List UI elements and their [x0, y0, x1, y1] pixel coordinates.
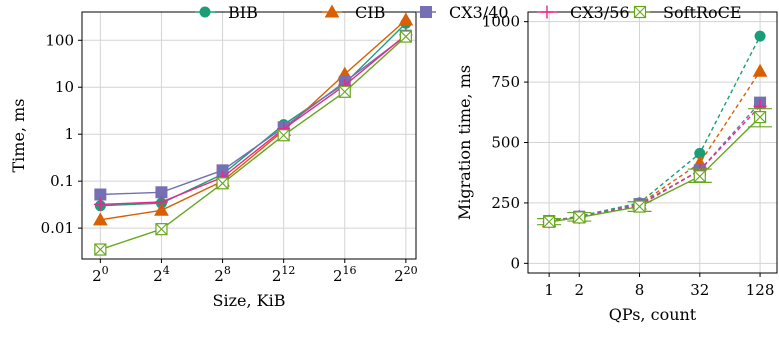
x-axis-title: QPs, count	[609, 305, 697, 324]
x-tick-label: 128	[746, 281, 775, 299]
legend-label: BIB	[228, 3, 258, 22]
series-line	[100, 22, 407, 207]
plot-frame	[81, 11, 417, 260]
y-tick-label: 0	[510, 254, 520, 272]
legend-marker	[324, 4, 340, 18]
series-line	[100, 19, 407, 221]
data-point	[154, 202, 169, 216]
data-point	[93, 197, 107, 211]
series-cx3-40	[94, 29, 412, 201]
left-chart-panel: 0.01 0.1 1 10 100 20 24 28 212 216 220 Size, KiB Tim…	[9, 11, 418, 310]
legend-marker	[540, 5, 554, 19]
x-tick-label: 24	[153, 264, 170, 285]
data-point	[398, 12, 414, 26]
series-line	[100, 36, 407, 251]
series-line	[549, 105, 761, 223]
series-softroce	[94, 30, 412, 256]
y-tick-label: 0.1	[50, 172, 74, 190]
legend-label: CX3/40	[449, 3, 509, 22]
series-line	[549, 116, 761, 223]
legend-label: SoftRoCE	[663, 3, 742, 22]
y-tick-label: 10	[55, 78, 74, 96]
x-tick-label: 2	[574, 281, 584, 299]
data-point	[155, 223, 168, 236]
y-tick-label: 250	[491, 194, 520, 212]
legend-item-cx3-40: CX3/40	[416, 3, 509, 22]
legend-item-cx3-56: CX3/56	[537, 3, 630, 22]
x-tick-label: 216	[333, 264, 357, 285]
x-tick-label: 8	[635, 281, 645, 299]
y-tick-label: 1000	[482, 13, 520, 31]
legend: BIB CIB CX3/40 CX3/56 SoftRoCE	[195, 3, 742, 22]
series-line	[549, 35, 761, 222]
x-tick-label: 212	[272, 264, 296, 285]
grid	[82, 12, 416, 259]
legend-label: CIB	[355, 3, 385, 22]
data-point	[752, 63, 768, 77]
grid	[528, 12, 777, 273]
data-point	[399, 30, 412, 43]
y-tick-label: 0.01	[41, 219, 74, 237]
series-cx3-56	[542, 99, 767, 229]
series-bib	[94, 17, 412, 212]
data-point	[277, 129, 290, 142]
series-cx3-40	[543, 96, 767, 228]
data-point	[92, 212, 108, 226]
x-tick-label: 28	[214, 264, 231, 285]
series-softroce	[537, 108, 773, 228]
data-point	[94, 243, 107, 256]
x-tick-label: 1	[544, 281, 554, 299]
data-point	[154, 195, 168, 209]
data-point	[216, 177, 229, 190]
series-line	[100, 34, 407, 206]
y-tick-label: 750	[491, 73, 520, 91]
series-bib	[543, 30, 766, 227]
data-point	[543, 215, 556, 228]
legend-marker	[420, 6, 432, 18]
data-point	[693, 170, 706, 183]
data-point	[754, 30, 766, 42]
y-tick-label: 500	[491, 134, 520, 152]
legend-label: CX3/56	[570, 3, 630, 22]
y-axis-title: Migration time, ms	[455, 65, 474, 220]
x-axis-title: Size, KiB	[213, 291, 286, 310]
legend-marker	[633, 5, 647, 19]
legend-item-cib: CIB	[322, 3, 385, 22]
data-point	[573, 211, 586, 224]
legend-item-bib: BIB	[195, 3, 258, 22]
data-point	[633, 200, 646, 213]
x-tick-label: 32	[690, 281, 709, 299]
y-axis-title: Time, ms	[9, 99, 28, 173]
y-tick-label: 1	[64, 125, 74, 143]
y-tick-label: 100	[45, 31, 74, 49]
data-point	[338, 85, 351, 98]
x-tick-label: 220	[394, 264, 418, 285]
legend-item-softroce: SoftRoCE	[630, 3, 742, 22]
legend-marker	[199, 6, 211, 18]
x-tick-label: 20	[92, 264, 109, 285]
series-line	[100, 35, 407, 196]
data-point	[753, 111, 767, 124]
